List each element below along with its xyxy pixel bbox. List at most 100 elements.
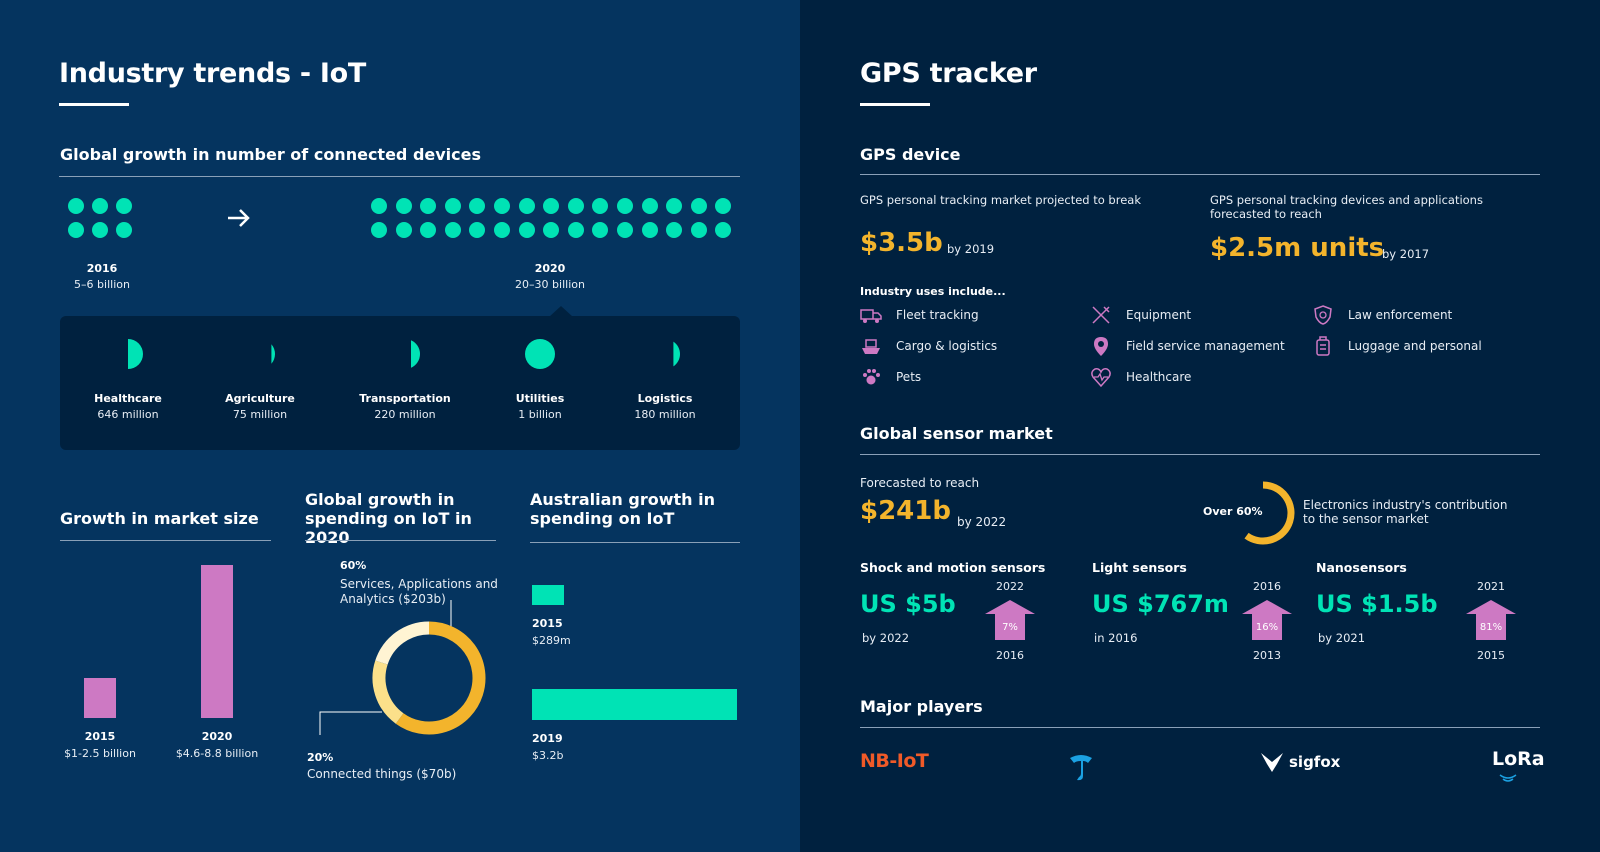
divider [59,176,740,177]
sector-item: Healthcare 646 million [58,316,198,450]
device-dot [494,222,510,238]
connected-devices-heading: Global growth in number of connected dev… [60,145,482,164]
australia-bar-year: 2019 [532,732,563,745]
stat1-value: $3.5b [860,228,943,258]
sensor-value: $241b [860,496,951,526]
divider [860,727,1540,728]
device-dot [68,222,84,238]
sigfox-name: sigfox [1289,753,1341,771]
sensor-bottom-year: 2015 [1477,649,1505,662]
page-title: Industry trends - IoT [59,58,366,89]
device-dot [518,222,535,238]
truck-icon [860,304,882,330]
spending-small-pct: 20% [307,751,334,764]
australia-bar-label: $289m [532,634,571,647]
sector-name: Agriculture [225,392,295,405]
value-2016: 5–6 billion [74,278,130,291]
device-dot [592,198,609,214]
uses-list: Fleet tracking Equipment Law enforcement Ca… [860,304,1540,394]
heart-pulse-icon [1090,366,1112,392]
sector-value: 220 million [374,408,436,421]
sector-value: 75 million [232,408,288,421]
sector-name: Utilities [515,392,565,405]
device-dot [715,198,732,214]
sector-indicator [411,340,420,368]
donut [372,621,486,735]
use-item: Equipment [1090,304,1310,328]
device-dot [116,198,132,214]
divider [530,542,740,543]
use-label: Field service management [1126,339,1285,353]
lora-wave-icon [1496,770,1520,789]
sector-mark [525,339,555,369]
telstra-logo-icon [1068,752,1094,786]
market-bar [84,678,116,718]
spending-big-pct: 60% [340,559,367,572]
market-bar [201,564,233,718]
sector-indicator [271,344,275,364]
divider [60,540,271,541]
sensor-item-title: Nanosensors [1316,560,1407,575]
sector-indicator [525,339,555,369]
spending-small-label: Connected things ($70b) [307,767,457,781]
market-bar-year: 2015 [84,730,116,743]
sensor-item-sub: by 2021 [1318,631,1366,645]
device-dot [116,222,132,238]
stat2-value: $2.5m units [1210,233,1385,263]
year-2020: 2020 [534,262,566,275]
players-heading: Major players [860,697,983,716]
use-item: Field service management [1090,335,1310,359]
divider [860,174,1540,175]
device-dot [444,198,461,214]
use-item: Law enforcement [1312,304,1532,328]
donut-slice [395,621,486,735]
sector-mark [673,341,680,367]
nb-iot-logo: NB-IoT [860,750,929,772]
sensor-ring [1244,481,1295,545]
use-item: Pets [860,366,1080,390]
tools-icon [1090,304,1112,330]
use-item: Cargo & logistics [860,335,1080,359]
dots-2016 [68,198,138,240]
sector-name: Transportation [359,392,451,405]
sensor-arrow-up-icon [985,600,1035,640]
card-pointer [549,306,573,317]
device-dot [92,222,108,238]
sensor-item: Nanosensors US $1.5b by 2021 2021 81% 2015 [1316,560,1536,680]
device-dot [641,198,658,214]
sensor-item-sub: by 2022 [862,631,910,645]
sigfox-logo: sigfox [1258,750,1340,774]
location-pin-icon [1090,335,1112,361]
sensor-items: Shock and motion sensors US $5b by 2022 202… [860,560,1550,680]
device-dot [494,198,510,214]
sensor-arrow-up-icon [1242,600,1292,640]
title-underline [59,103,129,106]
spending-heading: Global growth in spending on IoT in 2020 [305,490,472,547]
sector-mark [411,340,420,368]
gps-device-heading: GPS device [860,145,961,164]
market-bar-year: 2020 [201,730,233,743]
sensor-item-title: Shock and motion sensors [860,560,1046,575]
badge-icon [1312,304,1334,330]
use-item: Fleet tracking [860,304,1080,328]
stat1-text: GPS personal tracking market projected t… [860,193,1141,207]
sector-value: 180 million [634,408,696,421]
value-2020: 20–30 billion [515,278,585,291]
sector-item: Utilities 1 billion [470,316,610,450]
device-dot [469,198,486,214]
sensor-item-value: US $5b [860,590,956,618]
divider [305,540,496,541]
sensor-pct: 16% [1255,622,1279,633]
sensor-item-sub: in 2016 [1094,631,1138,645]
device-dot [420,222,437,238]
use-label: Luggage and personal [1348,339,1482,353]
australia-bar-year: 2015 [532,617,563,630]
sector-item: Transportation 220 million [335,316,475,450]
device-dot [395,198,412,214]
device-dot [543,222,560,238]
sector-value: 1 billion [518,408,562,421]
device-dot [715,222,732,238]
sensor-top-year: 2016 [1253,580,1281,593]
title-underline [860,103,930,106]
sensor-item: Light sensors US $767m in 2016 2016 16% 2013 [1092,560,1312,680]
